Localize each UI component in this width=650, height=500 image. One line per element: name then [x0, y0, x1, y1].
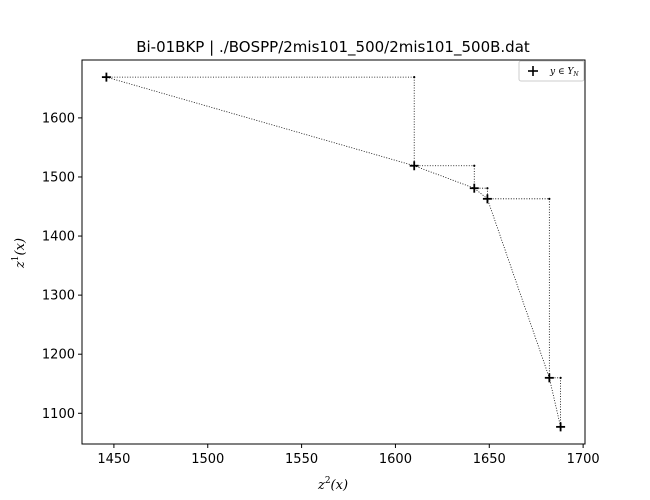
y-axis-label-base: z	[13, 261, 28, 269]
x-tick-label: 1600	[379, 452, 412, 467]
legend-box	[518, 60, 585, 82]
y-axis-label: z1(x)	[11, 238, 28, 269]
chart-title: Bi-01BKP | ./BOSPP/2mis101_500/2mis101_5…	[136, 38, 530, 57]
nondominated-points	[101, 72, 566, 432]
data-point-plus-marker	[482, 194, 492, 204]
x-tick-label: 1700	[567, 452, 600, 467]
y-tick-label: 1600	[42, 111, 75, 126]
staircase-corner-marker	[559, 376, 562, 379]
data-point-plus-marker	[409, 161, 419, 171]
y-tick-label: 1500	[42, 170, 75, 185]
y-axis-label-argument: (x)	[13, 238, 28, 255]
x-tick-label: 1550	[285, 452, 318, 467]
plot-background	[82, 60, 585, 444]
x-axis-label-base: z	[317, 478, 325, 493]
chart-legend: y ∈ YN	[518, 60, 585, 82]
data-point-plus-marker	[544, 373, 554, 383]
staircase-corner-marker	[486, 187, 489, 190]
x-axis-label-superscript: 2	[325, 476, 331, 486]
data-point-plus-marker	[469, 183, 479, 193]
x-axis-label-argument: (x)	[331, 478, 348, 493]
staircase-corner-marker	[548, 197, 551, 200]
frontier-connector-line	[106, 76, 561, 427]
y-tick-label: 1100	[42, 407, 75, 422]
data-point-plus-marker	[101, 72, 111, 82]
staircase-corner-marker	[473, 164, 476, 167]
x-axis-label: z2(x)	[317, 476, 348, 493]
legend-entry-label: y ∈ YN	[549, 67, 579, 78]
staircase-corner-marker	[413, 76, 416, 79]
x-tick-label: 1450	[97, 452, 130, 467]
frontier-connector	[106, 76, 561, 427]
staircase-corner-markers	[413, 76, 562, 379]
legend-marker-plus	[528, 66, 538, 76]
x-tick-label: 1650	[473, 452, 506, 467]
y-tick-label: 1200	[42, 348, 75, 363]
plot-frame	[81, 59, 586, 445]
data-point-plus-marker	[556, 422, 566, 432]
x-tick-label: 1500	[191, 452, 224, 467]
y-axis-label-superscript: 1	[11, 255, 21, 261]
y-tick-label: 1300	[42, 289, 75, 304]
y-tick-label: 1400	[42, 230, 75, 245]
x-axis-ticks: 1450 1500 1550 1600 1650 1700	[97, 444, 600, 467]
y-axis-ticks: 1100 1200 1300 1400 1500 1600	[42, 111, 82, 422]
